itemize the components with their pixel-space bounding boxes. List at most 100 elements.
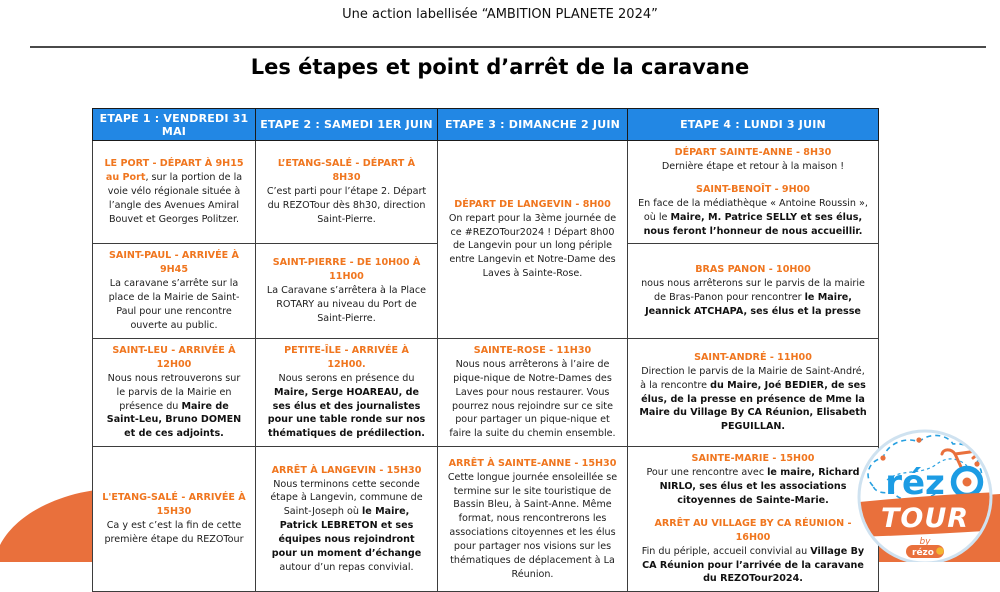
cell-heading-text: PETITE-ÎLE - ARRIVÉE À 12H00.: [284, 344, 409, 370]
logo-by-text: by: [919, 537, 931, 547]
cell-text: Ca y est c’est la fin de cette première …: [102, 519, 246, 547]
table-cell: L'ETANG-SALÉ - ARRIVÉE À 15H30 Ca y est c…: [92, 446, 256, 592]
table-cell: L’ETANG-SALÉ - DÉPART À 8H30 C’est parti …: [255, 139, 438, 245]
cell-heading-text: SAINT-LEU - ARRIVÉE À 12H00: [112, 344, 236, 370]
cell-body-text: On repart pour la 3ème journée de ce #RE…: [448, 212, 617, 280]
top-label: Une action labellisée “AMBITION PLANETE …: [342, 7, 658, 22]
cell-body-text: Nous terminons cette seconde étape à Lan…: [270, 478, 423, 518]
table-header-row: ETAPE 1 : VENDREDI 31 MAI ETAPE 2 : SAME…: [92, 108, 879, 141]
cell-body-text: Maire, Serge HOAREAU, de ses élus et des…: [267, 386, 426, 440]
cell-body-text: Dernière étape et retour à la maison !: [661, 160, 845, 172]
cell-body-text: C’est parti pour l’étape 2. Départ du RE…: [266, 186, 427, 226]
cell-heading-text: LE PORT - DÉPART À 9H15 au Port: [104, 158, 244, 184]
cell-body-text: Maire, M. Patrice SELLY et ses élus, nou…: [643, 211, 863, 237]
cell-body-text: La Caravane s’arrêtera à la Place ROTARY…: [266, 285, 427, 325]
cell-heading-text: SAINT-ANDRÉ - 11H00: [694, 351, 812, 363]
cell-body-text: autour d’un repas convivial.: [279, 562, 414, 574]
logo-mini-text: rézo: [912, 547, 934, 558]
cell-heading-text: SAINTE-MARIE - 15H00: [691, 453, 815, 465]
cell-body-text: , sur la portion de la voie vélo régiona…: [107, 172, 243, 226]
table-cell: ARRÊT À SAINTE-ANNE - 15H30 Cette longue …: [437, 446, 628, 592]
cell-heading-text: L’ETANG-SALÉ - DÉPART À 8H30: [277, 158, 416, 184]
cell-body-text: du Maire, Joé BEDIER, de ses élus, de la…: [639, 379, 867, 433]
cell-text: Nous serons en présence du Maire, Serge …: [265, 372, 428, 442]
cell-heading: ARRÊT À LANGEVIN - 15H30: [265, 464, 428, 478]
cell-body-text: le Maire, Patrick LEBRETON et ses équipe…: [271, 506, 422, 560]
route-marker-icon: [916, 437, 922, 443]
table-cell: DÉPART SAINTE-ANNE - 8H30 Dernière étape …: [627, 139, 879, 245]
cell-body-text: le Maire, Jeannick ATCHAPA, ses élus et …: [645, 292, 861, 318]
table-cell: ARRÊT À LANGEVIN - 15H30 Nous terminons c…: [255, 446, 438, 592]
cell-heading-text: SAINT-PAUL - ARRIVÉE À 9H45: [109, 250, 239, 276]
cell-heading: L'ETANG-SALÉ - ARRIVÉE À 15H30: [102, 491, 246, 519]
route-marker-icon: [880, 455, 886, 461]
table-header-cell: ETAPE 4 : LUNDI 3 JUIN: [627, 108, 879, 141]
wheel-hub-icon: [962, 477, 972, 487]
cell-heading: DÉPART DE LANGEVIN - 8H00: [447, 198, 618, 212]
table-cell: SAINT-PAUL - ARRIVÉE À 9H45 La caravane s…: [92, 243, 256, 339]
cell-heading-text: SAINT-BENOÎT - 9H00: [696, 183, 810, 195]
table-cell: SAINT-LEU - ARRIVÉE À 12H00 Nous nous ret…: [92, 337, 256, 448]
cell-body-text: Nous serons en présence du: [278, 372, 415, 384]
cell-heading: SAINT-PAUL - ARRIVÉE À 9H45: [102, 249, 246, 277]
cell-text: Dernière étape et retour à la maison !: [637, 160, 869, 174]
cell-heading: SAINT-ANDRÉ - 11H00: [637, 351, 869, 365]
cell-heading: ARRÊT AU VILLAGE BY CA RÉUNION - 16H00: [637, 517, 869, 545]
cell-body-text: En face de la médiathèque « Antoine Rous…: [638, 197, 868, 223]
table-row: LE PORT - DÉPART À 9H15 au Port, sur la …: [92, 139, 879, 339]
cell-heading-text: L'ETANG-SALÉ - ARRIVÉE À 15H30: [102, 492, 246, 518]
table-cell: BRAS PANON - 10H00 nous nous arrêterons s…: [627, 243, 879, 339]
cell-heading: LE PORT - DÉPART À 9H15 au Port, sur la …: [102, 157, 246, 227]
cell-body-text: Ca y est c’est la fin de cette première …: [104, 520, 244, 546]
table-cell: LE PORT - DÉPART À 9H15 au Port, sur la …: [92, 139, 256, 245]
table-header-cell: ETAPE 1 : VENDREDI 31 MAI: [92, 108, 256, 141]
logo-mini-sun-icon: [936, 547, 944, 555]
cell-body-text: Nous nous retrouverons sur le parvis de …: [107, 372, 241, 412]
cell-heading: BRAS PANON - 10H00: [637, 263, 869, 277]
cell-text: Cette longue journée ensoleillée se term…: [447, 471, 618, 582]
cell-heading: SAINT-LEU - ARRIVÉE À 12H00: [102, 344, 246, 372]
table-cell: SAINTE-MARIE - 15H00 Pour une rencontre a…: [627, 446, 879, 592]
logo-tour-text: TOUR: [881, 503, 969, 534]
cell-text: En face de la médiathèque « Antoine Rous…: [637, 197, 869, 239]
cell-heading: SAINT-BENOÎT - 9H00: [637, 183, 869, 197]
cell-heading: DÉPART SAINTE-ANNE - 8H30: [637, 146, 869, 160]
table-row: SAINT-PAUL - ARRIVÉE À 9H45 La caravane s…: [92, 243, 879, 339]
table-row: L'ETANG-SALÉ - ARRIVÉE À 15H30 Ca y est c…: [92, 446, 879, 592]
cell-heading: PETITE-ÎLE - ARRIVÉE À 12H00.: [265, 344, 428, 372]
cell-heading-text: SAINTE-ROSE - 11H30: [473, 344, 592, 356]
table-cell: DÉPART DE LANGEVIN - 8H00 On repart pour …: [437, 140, 628, 339]
cell-heading: SAINTE-MARIE - 15H00: [637, 452, 869, 466]
cell-body-text: Cette longue journée ensoleillée se term…: [447, 471, 618, 580]
cell-text: Pour une rencontre avec le maire, Richar…: [637, 466, 869, 508]
cell-text: C’est parti pour l’étape 2. Départ du RE…: [265, 185, 428, 227]
cell-text: Fin du périple, accueil convivial au Vil…: [637, 545, 869, 587]
cell-text: Nous nous arrêterons à l’aire de pique-n…: [447, 358, 618, 441]
cell-body-text: La caravane s’arrête sur la place de la …: [108, 278, 240, 331]
cell-body-text: Direction le parvis de la Mairie de Sain…: [640, 365, 865, 391]
cell-text: La Caravane s’arrêtera à la Place ROTARY…: [265, 284, 428, 326]
cell-body-text: Maire de Saint-Leu, Bruno DOMEN et de ce…: [106, 400, 242, 440]
cell-text: Nous terminons cette seconde étape à Lan…: [265, 478, 428, 575]
cell-body-text: Fin du périple, accueil convivial au: [641, 545, 811, 557]
cell-text: nous nous arrêterons sur le parvis de la…: [637, 277, 869, 319]
table-cell: SAINT-ANDRÉ - 11H00 Direction le parvis d…: [627, 337, 879, 448]
cell-text: Nous nous retrouverons sur le parvis de …: [102, 372, 246, 442]
cell-heading-text: ARRÊT À SAINTE-ANNE - 15H30: [448, 457, 617, 469]
cell-heading-text: BRAS PANON - 10H00: [695, 264, 811, 276]
cell-body-text: Pour une rencontre avec: [646, 467, 768, 479]
table-row: SAINT-LEU - ARRIVÉE À 12H00 Nous nous ret…: [92, 337, 879, 448]
cell-heading-text: ARRÊT À LANGEVIN - 15H30: [271, 464, 422, 476]
table-body: LE PORT - DÉPART À 9H15 au Port, sur la …: [92, 139, 879, 592]
cell-heading: L’ETANG-SALÉ - DÉPART À 8H30: [265, 157, 428, 185]
table-cell: SAINT-PIERRE - DE 10H00 À 11H00 La Carava…: [255, 243, 438, 339]
cell-text: La caravane s’arrête sur la place de la …: [102, 277, 246, 333]
cell-heading-text: DÉPART DE LANGEVIN - 8H00: [454, 198, 611, 210]
table-header-cell: ETAPE 2 : SAMEDI 1ER JUIN: [255, 108, 438, 141]
divider-rule: [30, 46, 986, 48]
schedule-table: ETAPE 1 : VENDREDI 31 MAI ETAPE 2 : SAME…: [92, 108, 879, 592]
cell-text: Direction le parvis de la Mairie de Sain…: [637, 365, 869, 435]
cell-heading: SAINTE-ROSE - 11H30: [447, 344, 618, 358]
rezo-tour-logo: réz TOUR by rézo: [857, 429, 993, 562]
cell-heading-text: SAINT-PIERRE - DE 10H00 À 11H00: [272, 257, 421, 283]
